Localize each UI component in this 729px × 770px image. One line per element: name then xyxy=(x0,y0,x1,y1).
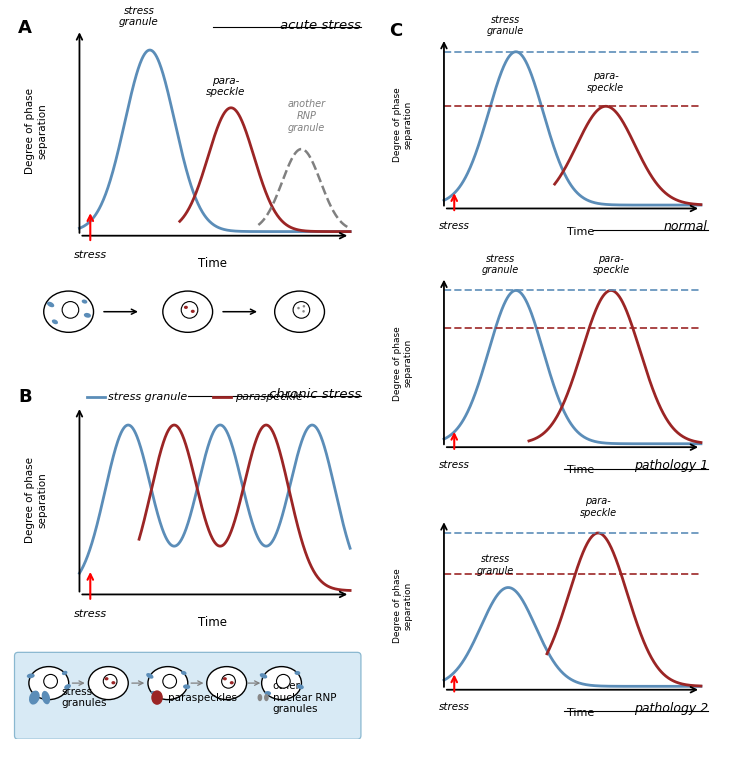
Ellipse shape xyxy=(184,306,188,309)
Ellipse shape xyxy=(183,685,190,689)
Text: stress
granule: stress granule xyxy=(482,253,519,275)
Text: paraspeckles: paraspeckles xyxy=(168,692,237,702)
Ellipse shape xyxy=(151,691,157,696)
Ellipse shape xyxy=(295,671,300,675)
Text: Time: Time xyxy=(198,257,227,270)
Text: Degree of phase
separation: Degree of phase separation xyxy=(26,457,47,544)
Text: stress: stress xyxy=(74,250,107,260)
Text: stress: stress xyxy=(439,460,469,470)
Circle shape xyxy=(44,675,58,688)
Text: chronic stress: chronic stress xyxy=(269,388,361,401)
Ellipse shape xyxy=(297,306,300,310)
Text: B: B xyxy=(18,388,32,406)
Text: pathology 1: pathology 1 xyxy=(634,459,708,472)
Text: stress: stress xyxy=(439,221,469,231)
Text: stress
granules: stress granules xyxy=(61,687,107,708)
Ellipse shape xyxy=(64,685,71,689)
Text: normal: normal xyxy=(664,220,708,233)
Circle shape xyxy=(182,302,198,318)
Circle shape xyxy=(163,675,176,688)
Ellipse shape xyxy=(42,691,50,705)
Ellipse shape xyxy=(29,667,69,700)
Text: Time: Time xyxy=(198,616,227,629)
Text: Time: Time xyxy=(567,226,595,236)
Ellipse shape xyxy=(152,691,163,705)
Text: Time: Time xyxy=(567,708,595,718)
Ellipse shape xyxy=(62,671,68,675)
Circle shape xyxy=(293,302,310,318)
Circle shape xyxy=(62,302,79,318)
Circle shape xyxy=(222,675,235,688)
Text: para-
speckle: para- speckle xyxy=(593,253,630,275)
Ellipse shape xyxy=(207,667,246,700)
Text: pathology 2: pathology 2 xyxy=(634,701,708,715)
Text: paraspeckle: paraspeckle xyxy=(235,392,303,402)
Ellipse shape xyxy=(104,677,109,681)
Ellipse shape xyxy=(163,291,213,333)
Ellipse shape xyxy=(181,671,187,675)
Circle shape xyxy=(276,675,290,688)
Ellipse shape xyxy=(275,291,324,333)
Circle shape xyxy=(104,675,117,688)
Text: stress
granule: stress granule xyxy=(119,5,159,28)
Ellipse shape xyxy=(88,667,128,700)
Ellipse shape xyxy=(262,667,302,700)
Ellipse shape xyxy=(29,691,39,705)
Text: other
nuclear RNP
granules: other nuclear RNP granules xyxy=(273,681,336,715)
Text: Time: Time xyxy=(567,465,595,475)
Ellipse shape xyxy=(303,310,305,313)
Text: C: C xyxy=(389,22,402,40)
Text: stress
granule: stress granule xyxy=(487,15,524,36)
Text: stress
granule: stress granule xyxy=(477,554,514,576)
Ellipse shape xyxy=(257,694,262,701)
Ellipse shape xyxy=(32,691,38,695)
Ellipse shape xyxy=(260,674,268,678)
Text: Degree of phase
separation: Degree of phase separation xyxy=(393,326,413,400)
Ellipse shape xyxy=(223,677,227,681)
Ellipse shape xyxy=(191,310,195,313)
Ellipse shape xyxy=(265,691,271,695)
Ellipse shape xyxy=(44,291,93,333)
Ellipse shape xyxy=(84,313,91,318)
Text: para-
speckle: para- speckle xyxy=(588,71,625,92)
Ellipse shape xyxy=(27,673,34,678)
Ellipse shape xyxy=(47,302,54,307)
Ellipse shape xyxy=(82,300,87,303)
Ellipse shape xyxy=(148,667,188,700)
Text: stress granule: stress granule xyxy=(109,392,187,402)
Text: another
RNP
granule: another RNP granule xyxy=(288,99,326,132)
Ellipse shape xyxy=(230,681,234,685)
Text: acute stress: acute stress xyxy=(280,18,361,32)
Text: Degree of phase
separation: Degree of phase separation xyxy=(393,568,413,643)
Text: Degree of phase
separation: Degree of phase separation xyxy=(26,88,47,174)
Ellipse shape xyxy=(52,320,58,324)
Ellipse shape xyxy=(264,694,269,701)
Ellipse shape xyxy=(146,674,154,678)
Ellipse shape xyxy=(112,681,115,685)
Text: para-
speckle: para- speckle xyxy=(206,76,245,98)
FancyBboxPatch shape xyxy=(15,652,361,739)
Text: para-
speckle: para- speckle xyxy=(580,496,617,517)
Text: Degree of phase
separation: Degree of phase separation xyxy=(393,87,413,162)
Text: A: A xyxy=(18,18,32,36)
Ellipse shape xyxy=(303,305,305,307)
Text: stress: stress xyxy=(74,609,107,619)
Ellipse shape xyxy=(297,685,304,689)
Text: stress: stress xyxy=(439,702,469,712)
